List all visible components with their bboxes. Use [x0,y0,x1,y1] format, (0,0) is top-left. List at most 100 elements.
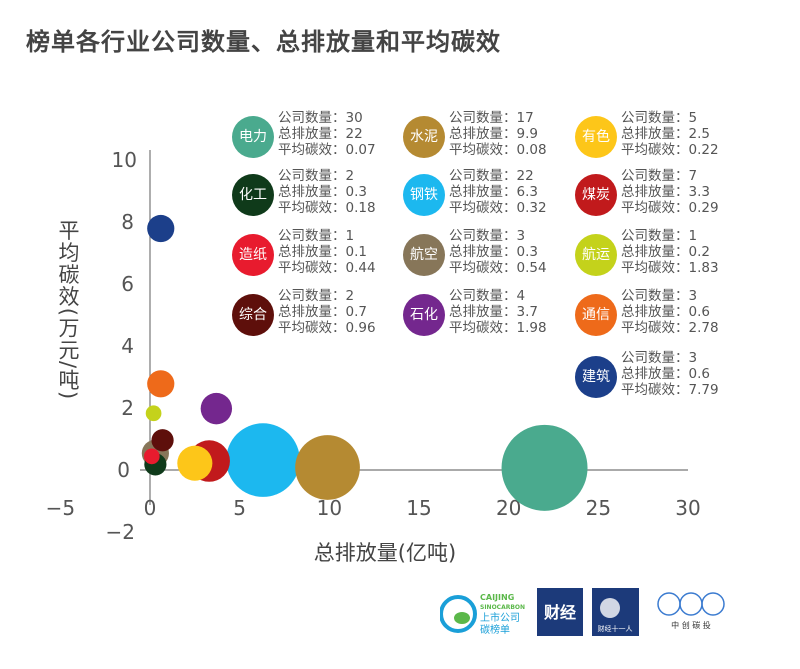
legend-line: 公司数量：2 [278,168,355,184]
legend-line: 公司数量：5 [621,110,698,126]
legend-line: 总排放量：0.1 [278,244,367,260]
legend-swatch: 钢铁 [403,174,445,216]
y-tick-label: 8 [121,210,134,234]
legend-line: 总排放量：9.9 [449,126,538,142]
y-tick-label: −2 [106,520,135,544]
x-axis-title: 总排放量(亿吨) [314,541,456,565]
legend-text: 公司数量：2 总排放量：0.7 平均碳效：0.96 [278,288,376,336]
svg-text:碳榜单: 碳榜单 [480,623,510,636]
legend-item: 化工 公司数量：2 总排放量：0.3 平均碳效：0.18 [232,168,407,224]
legend-item: 水泥 公司数量：17 总排放量：9.9 平均碳效：0.08 [403,110,578,166]
legend-line: 总排放量：3.7 [449,304,538,320]
legend-item: 电力 公司数量：30 总排放量：22 平均碳效：0.07 [232,110,407,166]
legend-text: 公司数量：2 总排放量：0.3 平均碳效：0.18 [278,168,376,216]
legend-line: 总排放量：22 [278,126,363,142]
svg-text:上市公司: 上市公司 [480,611,520,624]
legend-text: 公司数量：3 总排放量：0.3 平均碳效：0.54 [449,228,547,276]
legend-swatch: 有色 [575,116,617,158]
legend-item: 航运 公司数量：1 总排放量：0.2 平均碳效：1.83 [575,228,750,284]
legend-line: 公司数量：3 [621,288,698,304]
svg-text:CAIJING: CAIJING [480,593,514,602]
x-tick-label: 15 [406,496,431,520]
legend-line: 公司数量：1 [621,228,698,244]
bubble-综合 [151,429,174,452]
bubble-造纸 [143,448,160,465]
y-tick-label: 6 [121,272,134,296]
legend-line: 总排放量：0.7 [278,304,367,320]
legend-line: 总排放量：0.3 [449,244,538,260]
legend-line: 总排放量：0.6 [621,366,710,382]
legend-swatch: 煤炭 [575,174,617,216]
legend-item: 造纸 公司数量：1 总排放量：0.1 平均碳效：0.44 [232,228,407,284]
legend-item: 煤炭 公司数量：7 总排放量：3.3 平均碳效：0.29 [575,168,750,224]
x-tick-label: 25 [586,496,611,520]
bubble-建筑 [147,214,175,243]
legend-swatch: 石化 [403,294,445,336]
logo-caijing-11: 财经十一人 [592,588,639,636]
legend-text: 公司数量：30 总排放量：22 平均碳效：0.07 [278,110,376,158]
legend-line: 平均碳效：0.96 [278,320,376,336]
legend-item: 石化 公司数量：4 总排放量：3.7 平均碳效：1.98 [403,288,578,344]
logo-sinocarbon: 中 创 碳 投 [655,588,727,636]
legend-line: 平均碳效：0.29 [621,200,719,216]
legend-line: 公司数量：17 [449,110,534,126]
bubble-钢铁 [226,423,300,497]
legend-item: 综合 公司数量：2 总排放量：0.7 平均碳效：0.96 [232,288,407,344]
legend-item: 航空 公司数量：3 总排放量：0.3 平均碳效：0.54 [403,228,578,284]
legend-line: 平均碳效：0.08 [449,142,547,158]
legend-line: 公司数量：2 [278,288,355,304]
x-tick-label: 0 [144,496,157,520]
x-tick-label: 10 [317,496,342,520]
legend-swatch: 综合 [232,294,274,336]
legend-line: 平均碳效：0.18 [278,200,376,216]
logo-caijing-sinocarbon: CAIJING SINOCARBON 上市公司 碳榜单 [439,588,535,636]
bubble-航运 [145,405,162,422]
legend-line: 平均碳效：0.44 [278,260,376,276]
legend-swatch: 航空 [403,234,445,276]
y-tick-label: 0 [117,458,130,482]
legend-item: 通信 公司数量：3 总排放量：0.6 平均碳效：2.78 [575,288,750,344]
legend-line: 平均碳效：0.32 [449,200,547,216]
bubble-通信 [147,370,175,398]
legend-line: 平均碳效：1.98 [449,320,547,336]
legend-swatch: 水泥 [403,116,445,158]
legend-line: 公司数量：1 [278,228,355,244]
legend-line: 总排放量：3.3 [621,184,710,200]
legend-text: 公司数量：1 总排放量：0.2 平均碳效：1.83 [621,228,719,276]
legend-text: 公司数量：5 总排放量：2.5 平均碳效：0.22 [621,110,719,158]
legend-text: 公司数量：3 总排放量：0.6 平均碳效：7.79 [621,350,719,398]
bubble-石化 [200,392,233,425]
legend-text: 公司数量：3 总排放量：0.6 平均碳效：2.78 [621,288,719,336]
x-tick-label: 30 [675,496,700,520]
y-tick-label: 2 [121,396,134,420]
legend-line: 平均碳效：0.54 [449,260,547,276]
bubble-电力 [501,424,588,511]
legend-text: 公司数量：1 总排放量：0.1 平均碳效：0.44 [278,228,376,276]
legend-swatch: 通信 [575,294,617,336]
legend-line: 公司数量：3 [449,228,526,244]
legend-item: 钢铁 公司数量：22 总排放量：6.3 平均碳效：0.32 [403,168,578,224]
legend-line: 公司数量：4 [449,288,526,304]
legend-text: 公司数量：4 总排放量：3.7 平均碳效：1.98 [449,288,547,336]
legend-text: 公司数量：7 总排放量：3.3 平均碳效：0.29 [621,168,719,216]
svg-text:财经十一人: 财经十一人 [598,624,633,633]
x-tick-label: −5 [46,496,75,520]
svg-text:SINOCARBON: SINOCARBON [480,604,525,611]
legend-line: 总排放量：0.6 [621,304,710,320]
legend-swatch: 化工 [232,174,274,216]
x-tick-label: 5 [233,496,246,520]
legend-text: 公司数量：17 总排放量：9.9 平均碳效：0.08 [449,110,547,158]
y-tick-label: 4 [121,334,134,358]
legend-swatch: 建筑 [575,356,617,398]
legend-line: 平均碳效：2.78 [621,320,719,336]
y-axis-title: 平均碳效(万元/吨) [56,220,80,400]
legend-line: 总排放量：0.3 [278,184,367,200]
legend-swatch: 航运 [575,234,617,276]
logo-caijing: 财经 [537,588,583,636]
legend-line: 公司数量：3 [621,350,698,366]
legend-line: 总排放量：6.3 [449,184,538,200]
y-tick-label: 10 [112,148,137,172]
legend-line: 平均碳效：0.22 [621,142,719,158]
